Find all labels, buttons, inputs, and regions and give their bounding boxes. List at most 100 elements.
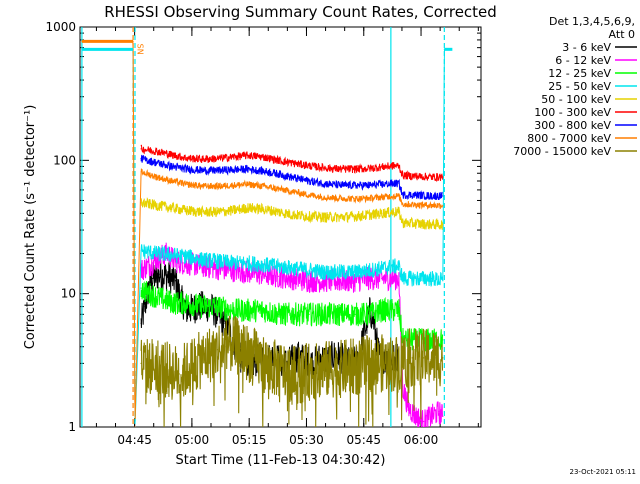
legend-label: 800 - 7000 keV — [527, 132, 611, 145]
data-point — [247, 309, 249, 311]
data-point — [216, 158, 219, 160]
series-line — [81, 48, 451, 422]
data-point — [339, 168, 341, 170]
data-point — [369, 167, 371, 169]
data-point — [434, 357, 436, 359]
data-point — [277, 265, 280, 268]
data-point — [293, 177, 295, 179]
data-point — [293, 277, 295, 280]
y-tick-label: 10 — [61, 287, 76, 301]
data-point — [171, 165, 173, 168]
data-point — [381, 277, 383, 280]
data-point — [232, 309, 234, 311]
data-point — [151, 277, 154, 280]
data-point — [398, 195, 400, 197]
legend-label: 7000 - 15000 keV — [513, 145, 611, 158]
x-tick-label: 05:00 — [175, 433, 210, 447]
data-point — [186, 157, 188, 159]
data-point — [381, 183, 383, 185]
data-point — [232, 343, 234, 345]
data-point — [430, 195, 432, 197]
data-point — [354, 366, 356, 368]
data-point — [155, 362, 157, 364]
data-point — [186, 255, 188, 258]
data-point — [201, 169, 203, 172]
data-point — [312, 362, 314, 364]
data-point — [186, 368, 188, 371]
data-point — [442, 339, 444, 341]
data-point — [277, 173, 280, 175]
legend-header-line: Det 1,3,4,5,6,9, — [549, 15, 635, 28]
data-point — [247, 168, 249, 170]
data-point — [323, 280, 326, 282]
data-point — [186, 309, 188, 311]
data-point — [323, 313, 326, 315]
data-point — [297, 355, 299, 357]
x-tick-label: 05:30 — [289, 433, 324, 447]
data-point — [339, 197, 341, 199]
legend-label: 3 - 6 keV — [562, 41, 611, 54]
data-point — [430, 415, 432, 418]
data-point — [398, 362, 400, 364]
chart-title: RHESSI Observing Summary Count Rates, Co… — [104, 3, 497, 21]
data-point — [270, 366, 272, 368]
x-tick-label: 05:45 — [346, 433, 381, 447]
data-point — [339, 368, 341, 371]
data-point — [300, 373, 303, 375]
data-point — [442, 357, 444, 359]
data-point — [392, 211, 394, 213]
legend-label: 300 - 800 keV — [534, 119, 611, 132]
series-line — [140, 144, 443, 183]
attenuator-annotation: SN — [135, 44, 144, 55]
data-point — [354, 271, 356, 273]
data-point — [293, 373, 295, 375]
data-point — [193, 264, 196, 266]
data-point — [369, 277, 371, 280]
y-axis: 1 10 100 1000 — [45, 20, 481, 434]
data-point — [232, 169, 234, 171]
series-line — [140, 242, 443, 427]
x-tick-label: 04:45 — [117, 433, 152, 447]
data-point — [148, 366, 150, 368]
data-point — [354, 215, 356, 217]
data-point — [293, 191, 295, 193]
data-point — [167, 275, 169, 277]
data-point — [442, 204, 444, 206]
data-point — [232, 262, 234, 264]
data-point — [186, 168, 188, 170]
data-point — [148, 293, 150, 295]
data-point — [232, 209, 234, 212]
data-point — [323, 368, 326, 371]
data-point — [293, 162, 295, 164]
data-point — [262, 264, 264, 266]
data-point — [398, 277, 400, 280]
x-axis-title: Start Time (11-Feb-13 04:30:42) — [176, 453, 386, 468]
data-point — [423, 357, 425, 359]
data-point — [216, 349, 219, 351]
data-point — [308, 313, 310, 315]
series-line — [140, 280, 443, 352]
data-point — [308, 180, 310, 182]
data-point — [316, 371, 318, 373]
series-line — [140, 197, 443, 230]
data-point — [216, 169, 219, 172]
data-point — [369, 197, 371, 199]
series-5 — [140, 144, 444, 183]
data-point — [384, 362, 387, 364]
data-point — [232, 156, 234, 158]
data-point — [442, 280, 444, 282]
x-tick-label: 05:15 — [232, 433, 267, 447]
x-tick-label: 06:00 — [404, 433, 439, 447]
data-point — [308, 269, 310, 271]
data-point — [216, 260, 219, 262]
data-point — [277, 275, 280, 277]
data-point — [155, 176, 157, 178]
data-point — [277, 313, 280, 315]
data-point — [398, 309, 400, 311]
data-point — [346, 366, 348, 368]
data-point — [262, 156, 264, 158]
series-line — [140, 154, 443, 201]
data-point — [308, 215, 310, 217]
data-point — [171, 254, 173, 256]
